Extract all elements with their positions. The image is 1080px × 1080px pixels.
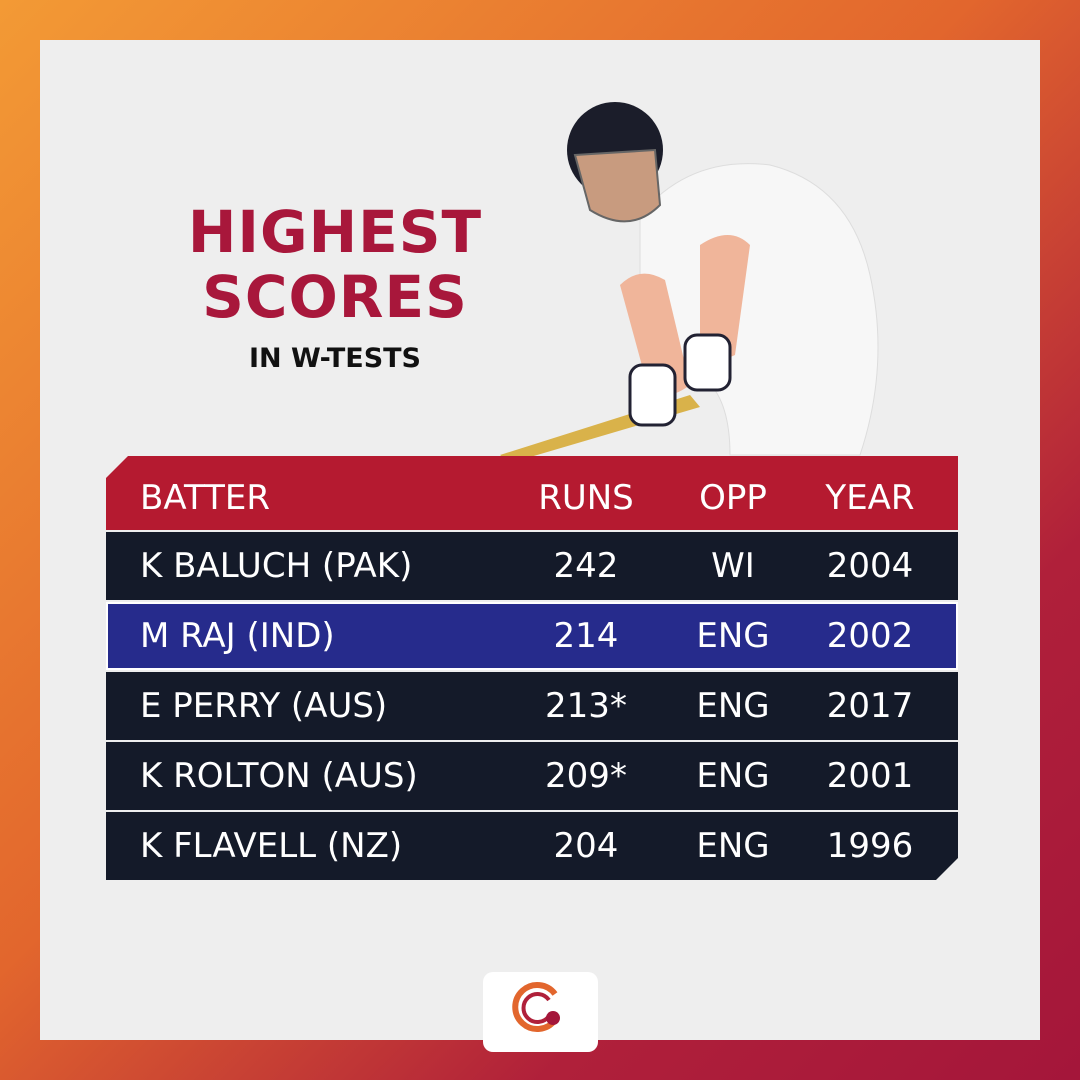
logo-mark (512, 982, 560, 1032)
column-header: YEAR (825, 478, 915, 518)
header-row: BATTER RUNS OPP YEAR (106, 456, 958, 530)
table-row: M RAJ (IND) 214 ENG 2002 (106, 602, 958, 670)
table-cell: 213* (545, 686, 627, 726)
table-cell: 214 (553, 616, 619, 656)
table-cell: WI (711, 546, 755, 586)
table-cell: ENG (696, 756, 770, 796)
table-cell: ENG (696, 826, 770, 866)
column-header: RUNS (538, 478, 634, 518)
table-cell: M RAJ (IND) (140, 616, 335, 656)
table-cell: 204 (553, 826, 619, 866)
title-line: HIGHEST (187, 198, 483, 266)
table-cell: K BALUCH (PAK) (140, 546, 413, 586)
table-cell: 209* (545, 756, 627, 796)
table-cell: 2017 (826, 686, 914, 726)
table-cell: 2004 (826, 546, 914, 586)
table-row: K ROLTON (AUS) 209* ENG 2001 (106, 742, 958, 810)
player-illustration (500, 102, 879, 463)
table-row: K FLAVELL (NZ) 204 ENG 1996 (106, 812, 958, 880)
table-cell: ENG (696, 686, 770, 726)
table-cell: E PERRY (AUS) (140, 686, 388, 726)
table-cell: 242 (553, 546, 619, 586)
table-row: K BALUCH (PAK) 242 WI 2004 (106, 532, 958, 600)
table-cell: K ROLTON (AUS) (140, 756, 418, 796)
scores-table: BATTER RUNS OPP YEAR K BALUCH (PAK) 242 WI 2004… (106, 456, 958, 882)
subtitle: IN W-TESTS (248, 343, 422, 374)
table-cell: 2002 (826, 616, 914, 656)
title-line: SCORES (202, 263, 468, 331)
table-row: E PERRY (AUS) 213* ENG 2017 (106, 672, 958, 740)
table-cell: ENG (696, 616, 770, 656)
table-cell: 1996 (826, 826, 914, 866)
table-cell: 2001 (826, 756, 914, 796)
column-header: BATTER (140, 478, 270, 518)
table-cell: K FLAVELL (NZ) (140, 826, 403, 866)
column-header: OPP (699, 478, 767, 518)
logo (483, 972, 598, 1052)
